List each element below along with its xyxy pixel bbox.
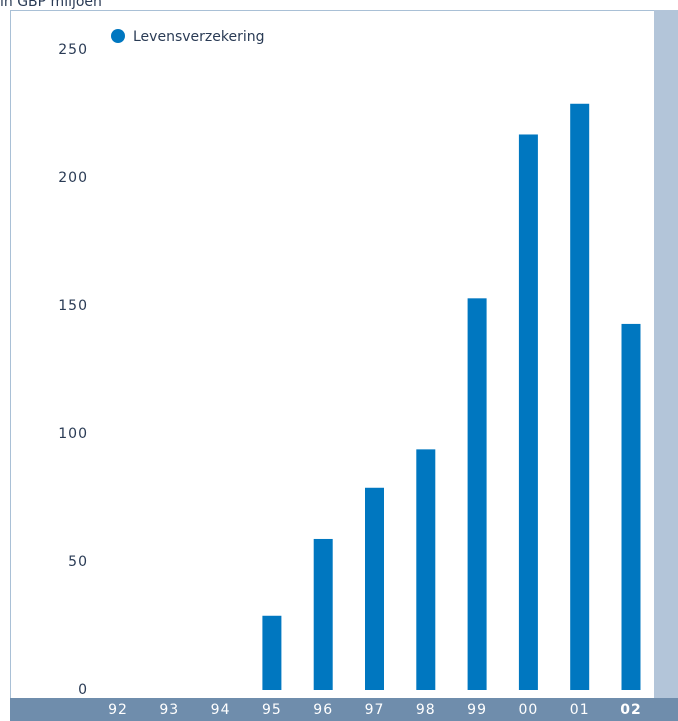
side-band <box>654 10 678 698</box>
bar <box>365 487 384 690</box>
x-tick-label: 97 <box>365 702 385 718</box>
bar <box>570 103 590 690</box>
bar <box>416 449 436 690</box>
legend-swatch <box>111 29 125 43</box>
x-axis-band <box>10 698 678 721</box>
x-tick-label: 93 <box>159 702 179 718</box>
legend-label: Levensverzekering <box>133 29 264 45</box>
bar <box>313 538 333 690</box>
x-tick-label: 94 <box>211 702 231 718</box>
y-tick-label: 200 <box>58 170 88 186</box>
y-tick-label: 250 <box>58 42 88 58</box>
y-tick-label: 0 <box>78 682 88 698</box>
plot-frame <box>10 10 677 699</box>
bar <box>518 134 538 691</box>
x-tick-label: 02 <box>620 702 641 718</box>
x-tick-label: 99 <box>467 702 487 718</box>
x-tick-label: 95 <box>262 702 282 718</box>
bar <box>621 323 641 690</box>
bar <box>467 298 487 690</box>
y-tick-label: 150 <box>58 298 88 314</box>
y-tick-label: 100 <box>58 426 88 442</box>
y-tick-label: 50 <box>68 554 88 570</box>
x-tick-label: 98 <box>416 702 436 718</box>
x-tick-label: 92 <box>108 702 128 718</box>
chart-title: in GBP miljoen <box>0 0 102 10</box>
bar <box>262 615 282 690</box>
x-tick-label: 00 <box>518 702 538 718</box>
x-tick-label: 96 <box>313 702 333 718</box>
x-tick-label: 01 <box>570 702 590 718</box>
